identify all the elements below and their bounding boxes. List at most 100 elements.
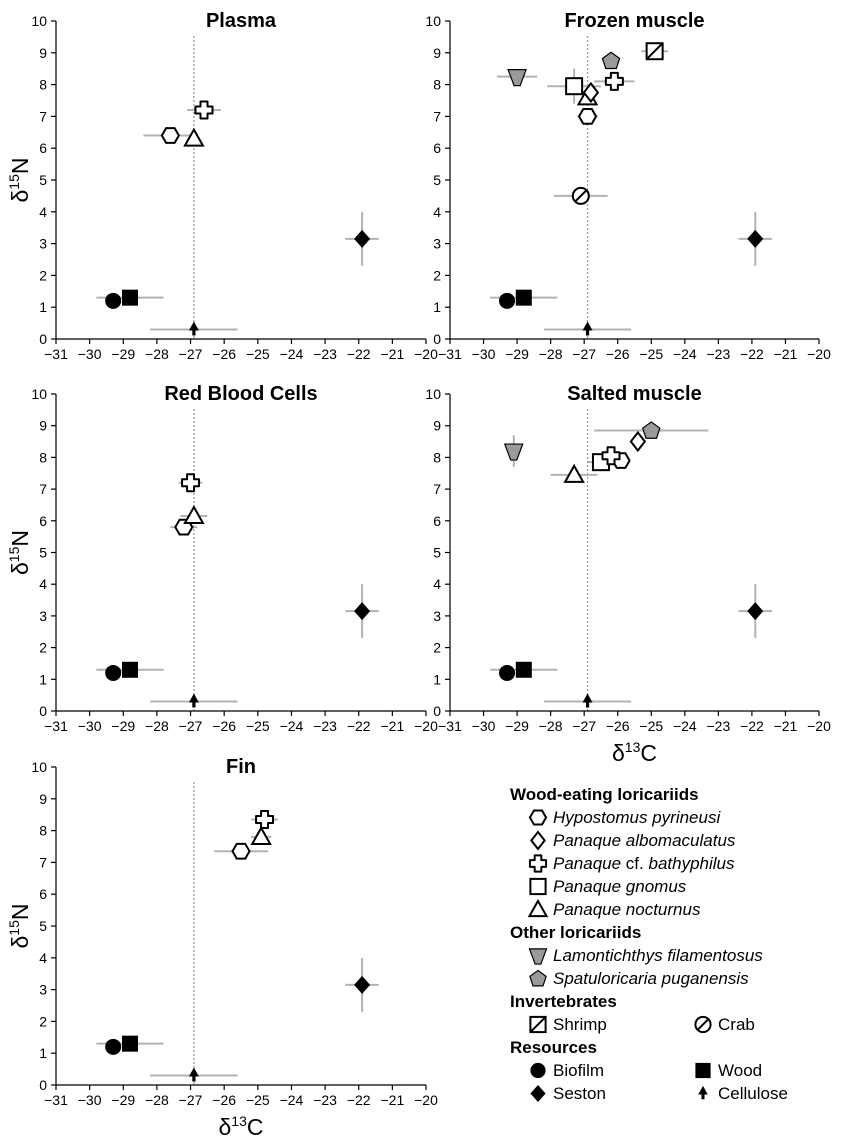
- y-tick-label: 5: [433, 545, 441, 561]
- y-tick-label: 3: [433, 236, 441, 252]
- x-tick-label: −21: [380, 346, 404, 362]
- pentagon-marker-icon: [526, 967, 550, 990]
- y-tick-label: 1: [433, 299, 441, 315]
- x-tick-label: −25: [639, 346, 663, 362]
- y-tick-label: 6: [39, 513, 47, 529]
- x-tick-label: −28: [145, 1092, 169, 1108]
- legend-item-shrimp: Shrimp: [510, 1013, 675, 1036]
- x-tick-label: −30: [78, 718, 102, 734]
- point-nocturnus: [250, 825, 272, 845]
- point-albomaculatus: [582, 81, 600, 104]
- point-lamontichthys: [503, 443, 524, 461]
- point-biofilm: [105, 1038, 122, 1055]
- y-tick-label: 2: [433, 267, 441, 283]
- x-tick-label: −22: [740, 346, 764, 362]
- x-tick-label: −24: [280, 1092, 304, 1108]
- x-axis-label: δ13C: [218, 1113, 263, 1136]
- panel-title: Plasma: [206, 10, 277, 32]
- x-tick-label: −25: [246, 346, 270, 362]
- y-tick-label: 4: [39, 576, 47, 592]
- x-tick-label: −28: [145, 346, 169, 362]
- x-tick-label: −29: [505, 346, 529, 362]
- filled-square-marker-icon: [691, 1059, 715, 1082]
- y-tick-label: 2: [39, 1013, 47, 1029]
- legend-row-resources-1: Biofilm Wood: [510, 1059, 840, 1082]
- point-spatuloricaria: [642, 421, 661, 439]
- legend-item-gnomus: Panaque gnomus: [510, 875, 840, 898]
- y-tick-label: 1: [39, 1045, 47, 1061]
- x-tick-label: −23: [313, 346, 337, 362]
- cross-marker-icon: [526, 852, 550, 875]
- y-tick-label: 9: [39, 418, 47, 434]
- diamond-marker-icon: [526, 829, 550, 852]
- y-tick-label: 9: [433, 418, 441, 434]
- y-tick-label: 6: [433, 140, 441, 156]
- legend-group-other: Other loricariids: [510, 923, 642, 942]
- point-seston: [747, 229, 764, 248]
- point-spatuloricaria: [601, 51, 621, 70]
- filled-circle-marker-icon: [526, 1059, 550, 1082]
- legend-row-invertebrates: Shrimp Crab: [510, 1013, 840, 1036]
- point-lamontichthys: [507, 69, 527, 87]
- x-tick-label: −30: [472, 718, 496, 734]
- filled-diamond-marker-icon: [526, 1082, 550, 1105]
- point-hypostomus: [160, 127, 181, 144]
- x-tick-label: −26: [606, 718, 630, 734]
- x-tick-label: −28: [145, 718, 169, 734]
- point-hypostomus: [231, 842, 251, 860]
- point-gnomus: [565, 77, 584, 96]
- point-cellulose: [582, 321, 593, 336]
- x-tick-label: −21: [774, 346, 798, 362]
- y-tick-label: 9: [433, 45, 441, 61]
- x-tick-label: −26: [212, 346, 236, 362]
- y-axis-label: δ15N: [6, 157, 33, 202]
- x-tick-label: −22: [740, 718, 764, 734]
- x-tick-label: −23: [313, 718, 337, 734]
- point-wood: [515, 289, 532, 306]
- panel-title: Fin: [226, 756, 256, 778]
- x-tick-label: −26: [212, 718, 236, 734]
- x-tick-label: −27: [179, 346, 203, 362]
- panel-title: Red Blood Cells: [164, 383, 317, 405]
- x-tick-label: −29: [111, 1092, 135, 1108]
- x-tick-label: −31: [438, 718, 462, 734]
- y-tick-label: 3: [39, 608, 47, 624]
- y-tick-label: 8: [39, 77, 47, 93]
- x-tick-label: −25: [246, 1092, 270, 1108]
- point-seston: [354, 229, 371, 248]
- x-tick-label: −24: [673, 718, 697, 734]
- x-tick-label: −29: [111, 718, 135, 734]
- y-tick-label: 8: [433, 77, 441, 93]
- x-tick-label: −25: [639, 718, 663, 734]
- x-tick-label: −27: [179, 1092, 203, 1108]
- y-tick-label: 8: [433, 449, 441, 465]
- y-tick-label: 9: [39, 45, 47, 61]
- point-albomaculatus: [629, 430, 647, 453]
- x-tick-label: −30: [78, 1092, 102, 1108]
- y-tick-label: 6: [39, 886, 47, 902]
- x-tick-label: −24: [280, 718, 304, 734]
- x-axis-label: δ13C: [612, 739, 657, 766]
- point-hypostomus: [577, 108, 598, 125]
- legend-group-resources: Resources: [510, 1038, 597, 1057]
- x-tick-label: −27: [572, 718, 596, 734]
- x-tick-label: −24: [673, 346, 697, 362]
- y-tick-label: 6: [39, 140, 47, 156]
- y-tick-label: 7: [39, 854, 47, 870]
- x-tick-label: −31: [438, 346, 462, 362]
- y-tick-label: 5: [39, 172, 47, 188]
- legend-item-biofilm: Biofilm: [510, 1059, 675, 1082]
- y-tick-label: 4: [39, 204, 47, 220]
- y-tick-label: 7: [39, 481, 47, 497]
- y-tick-label: 0: [39, 331, 47, 347]
- point-bathyphilus: [255, 809, 275, 829]
- x-tick-label: −27: [572, 346, 596, 362]
- y-tick-label: 0: [39, 703, 47, 719]
- legend-item-wood: Wood: [675, 1059, 840, 1082]
- arrow-marker-icon: [691, 1082, 715, 1105]
- y-tick-label: 8: [39, 823, 47, 839]
- y-tick-label: 4: [39, 950, 47, 966]
- x-tick-label: −31: [44, 1092, 68, 1108]
